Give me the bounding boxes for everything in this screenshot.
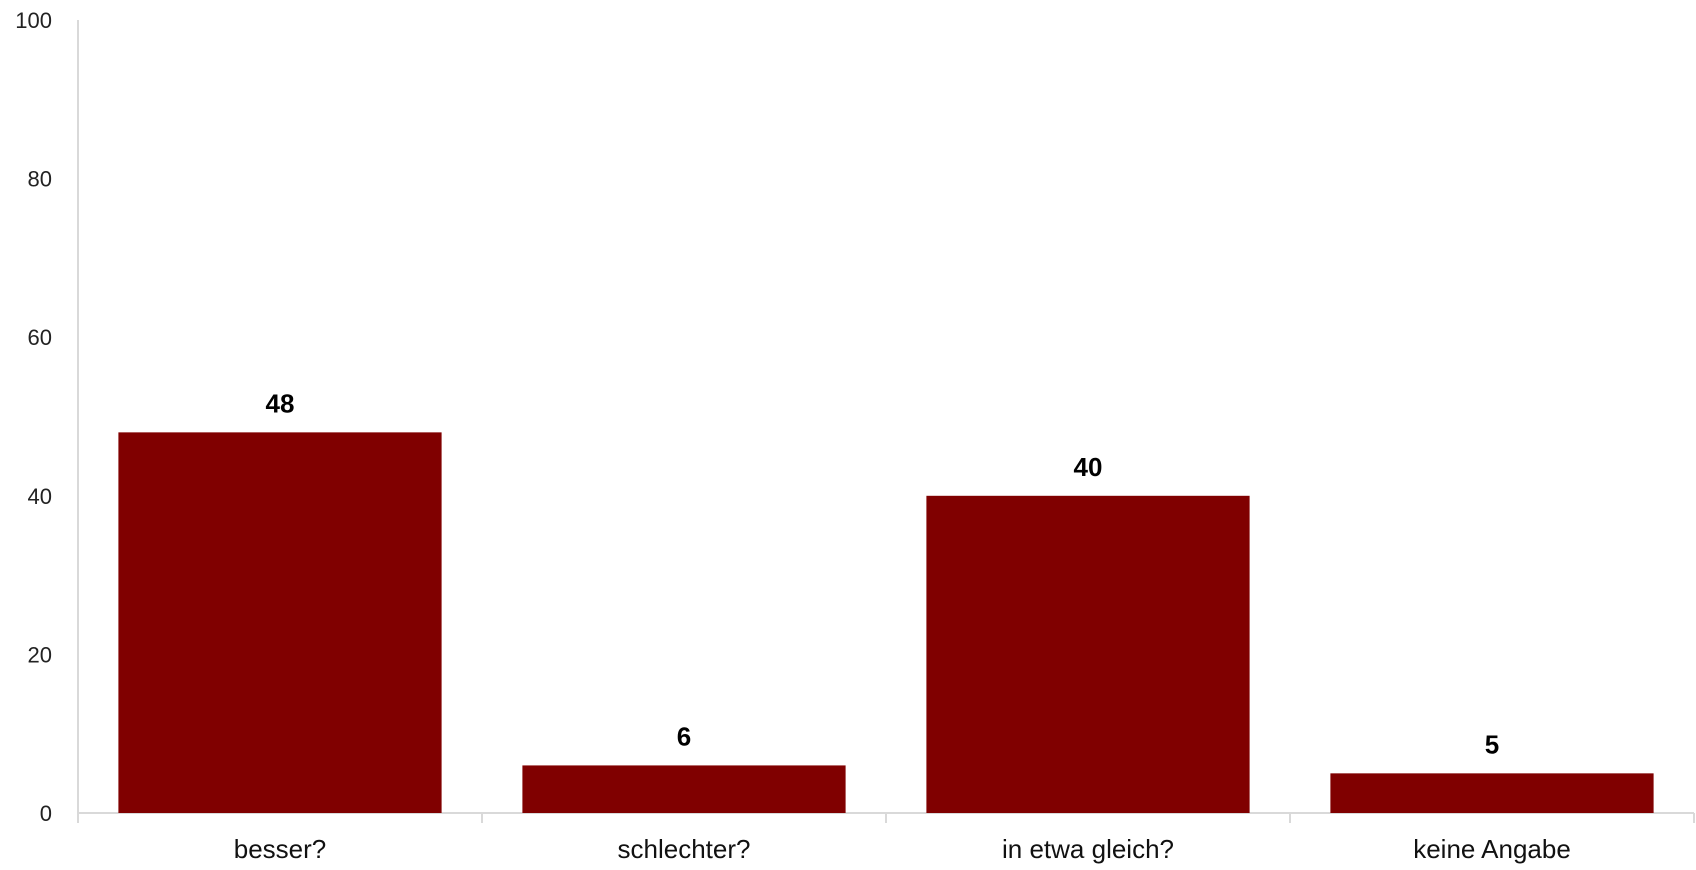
bar-series bbox=[118, 432, 1654, 813]
data-label: 40 bbox=[1074, 452, 1103, 482]
y-tick-label: 20 bbox=[28, 642, 52, 667]
category-label: in etwa gleich? bbox=[1002, 834, 1174, 864]
bar bbox=[926, 495, 1250, 813]
y-tick-label: 100 bbox=[15, 8, 52, 33]
x-tick-marks bbox=[77, 813, 1695, 823]
y-tick-label: 60 bbox=[28, 325, 52, 350]
data-labels: 48 6 40 5 bbox=[266, 388, 1500, 759]
bar bbox=[118, 432, 442, 813]
data-label: 6 bbox=[677, 721, 691, 751]
category-label: keine Angabe bbox=[1413, 834, 1571, 864]
bar bbox=[522, 765, 846, 813]
category-label: schlechter? bbox=[618, 834, 751, 864]
y-tick-label: 40 bbox=[28, 484, 52, 509]
data-label: 5 bbox=[1485, 729, 1499, 759]
category-label: besser? bbox=[234, 834, 327, 864]
y-tick-label: 0 bbox=[40, 801, 52, 826]
y-tick-label: 80 bbox=[28, 167, 52, 192]
category-labels: besser? schlechter? in etwa gleich? keine A… bbox=[234, 834, 1571, 864]
y-tick-labels: 0 20 40 60 80 100 bbox=[15, 8, 52, 826]
data-label: 48 bbox=[266, 388, 295, 418]
bar bbox=[1330, 773, 1654, 813]
